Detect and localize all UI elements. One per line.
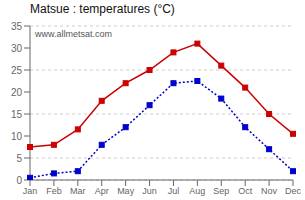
svg-text:30: 30 [11, 43, 23, 54]
svg-text:35: 35 [11, 21, 23, 32]
svg-text:Feb: Feb [46, 186, 62, 196]
svg-text:Jun: Jun [142, 186, 157, 196]
svg-text:0: 0 [16, 175, 22, 186]
html-text:www.allmetsat.com: www.allmetsat.com [35, 29, 112, 39]
svg-text:Jan: Jan [23, 186, 38, 196]
svg-text:May: May [117, 186, 135, 196]
html-text:Matsue : temperatures (°C): Matsue : temperatures (°C) [30, 2, 175, 16]
svg-text:Dec: Dec [285, 186, 297, 196]
svg-text:Apr: Apr [95, 186, 109, 196]
svg-text:5: 5 [16, 153, 22, 164]
svg-text:Oct: Oct [238, 186, 253, 196]
svg-text:Jul: Jul [168, 186, 180, 196]
svg-text:Aug: Aug [189, 186, 205, 196]
svg-text:Sep: Sep [213, 186, 229, 196]
svg-text:10: 10 [11, 131, 23, 142]
svg-text:Mar: Mar [70, 186, 86, 196]
svg-text:25: 25 [11, 65, 23, 76]
svg-text:15: 15 [11, 109, 23, 120]
svg-text:Nov: Nov [261, 186, 278, 196]
svg-text:20: 20 [11, 87, 23, 98]
